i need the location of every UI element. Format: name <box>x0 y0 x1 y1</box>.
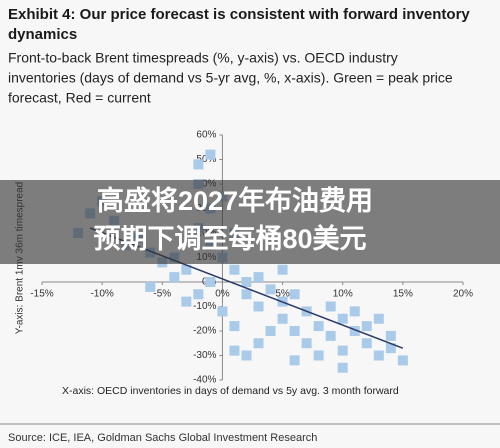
point <box>181 264 192 275</box>
point <box>277 264 288 275</box>
subtitle: Front-to-back Brent timespreads (%, y-ax… <box>8 50 398 66</box>
point <box>373 313 384 324</box>
subtitle: inventories (days of demand vs 5-yr avg,… <box>8 70 453 86</box>
point <box>169 272 180 283</box>
point <box>229 321 240 332</box>
point <box>265 326 276 336</box>
point <box>241 289 252 300</box>
y-tick-label: 50% <box>196 154 216 165</box>
point <box>325 330 336 341</box>
point <box>205 149 216 160</box>
point <box>253 272 264 283</box>
point <box>265 284 276 295</box>
point <box>145 281 156 292</box>
point <box>229 345 240 356</box>
point <box>193 289 204 300</box>
overlay-banner <box>0 180 500 264</box>
point <box>193 159 204 170</box>
point <box>289 326 300 336</box>
chart-title: Exhibit 4: Our price forecast is consist… <box>8 6 470 43</box>
x-tick-label: 10% <box>333 289 353 300</box>
point <box>313 321 324 332</box>
point <box>241 350 252 361</box>
point <box>181 296 192 307</box>
x-tick-label: -5% <box>153 289 171 300</box>
point <box>277 313 288 324</box>
x-tick-label: -15% <box>30 289 53 300</box>
point <box>373 350 384 361</box>
point <box>253 338 264 349</box>
x-tick-label: 20% <box>453 289 473 300</box>
y-tick-label: 60% <box>196 130 216 141</box>
x-tick-label: 5% <box>275 289 290 300</box>
y-tick-label: -40% <box>193 375 216 386</box>
point <box>229 264 240 275</box>
point <box>217 306 228 317</box>
point <box>385 343 396 354</box>
point <box>397 355 408 366</box>
point <box>337 345 348 356</box>
source: Source: ICE, IEA, Goldman Sachs Global I… <box>8 432 317 444</box>
y-tick-label: -20% <box>193 326 216 337</box>
y-tick-label: -30% <box>193 350 216 361</box>
x-tick-label: -10% <box>90 289 113 300</box>
point <box>205 277 216 287</box>
x-tick-label: 15% <box>393 289 413 300</box>
point <box>325 301 336 312</box>
subtitle: forecast, Red = current <box>8 90 151 106</box>
overlay-text: 预期下调至每桶80美元 <box>93 223 366 254</box>
x-axis-label: X-axis: OECD inventories in days of dema… <box>62 385 399 397</box>
point <box>349 306 360 317</box>
y-tick-label: -10% <box>193 301 216 312</box>
point <box>361 338 372 349</box>
point <box>289 289 300 300</box>
point <box>349 326 360 336</box>
x-tick-label: 0% <box>215 289 230 300</box>
point <box>289 355 300 366</box>
point <box>313 350 324 361</box>
point <box>337 313 348 324</box>
point <box>301 338 312 349</box>
point <box>337 362 348 373</box>
point <box>253 301 264 312</box>
overlay-text: 高盛将2027年布油费用 <box>97 185 373 216</box>
point <box>241 277 252 287</box>
point <box>385 330 396 341</box>
point <box>361 321 372 332</box>
